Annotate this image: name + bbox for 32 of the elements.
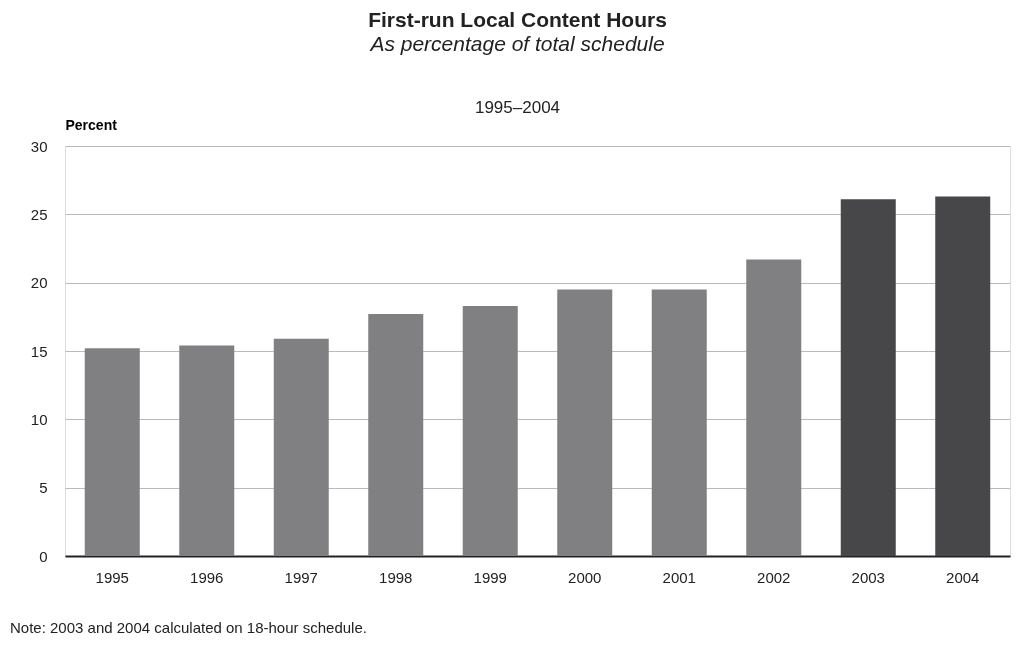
x-tick-label: 1996 [190,568,224,586]
bar [84,348,140,556]
bar [651,289,707,556]
x-tick-label: 1997 [284,568,318,586]
x-tick-label: 2001 [662,568,696,586]
chart-title: First-run Local Content Hours [368,8,667,31]
bar [840,199,896,556]
x-tick-label: 2003 [851,568,885,586]
y-tick-label: 30 [30,137,48,155]
chart-subtitle: As percentage of total schedule [368,32,665,55]
bar [462,305,518,556]
y-tick-label: 20 [30,274,48,292]
x-tick-label: 1999 [473,568,507,586]
bar [557,289,613,556]
y-tick-label: 25 [30,205,48,223]
bar [935,196,991,556]
text: Note: 2003 and 2004 calculated on 18-hour schedule. [10,619,367,636]
y-axis-title: Percent [65,116,118,133]
y-tick-label: 15 [30,342,48,360]
y-tick-label: 5 [39,479,48,497]
y-tick-label: 0 [39,547,48,565]
x-tick-label: 2000 [568,568,602,586]
y-tick-label: 10 [30,410,48,428]
x-tick-label: 2002 [757,568,791,586]
x-tick-label: 1998 [379,568,413,586]
x-tick-label: 2004 [946,568,980,586]
bar [746,259,802,556]
bar [368,314,424,556]
bar [179,345,235,556]
text: 1995–2004 [474,98,561,117]
bar [273,338,329,556]
x-tick-label: 1995 [95,568,129,586]
